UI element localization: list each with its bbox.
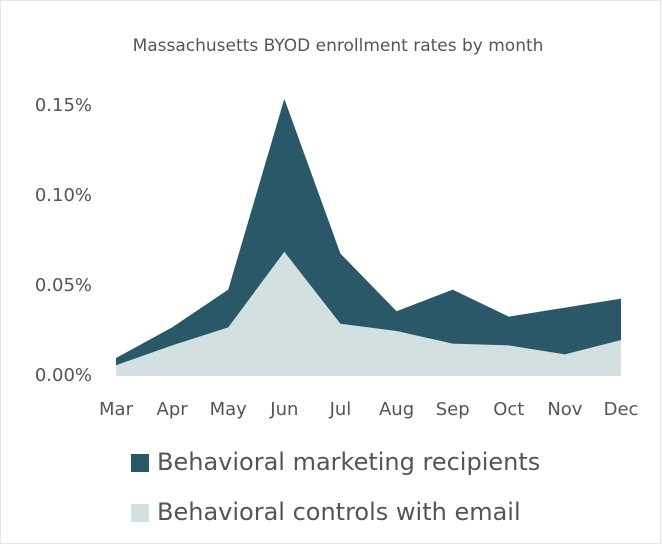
area	[116, 251, 621, 376]
x-tick-label: Apr	[157, 399, 189, 420]
x-tick-label: Dec	[604, 399, 639, 420]
y-tick-label: 0.10%	[35, 185, 92, 206]
legend-swatch	[131, 504, 149, 522]
x-tick-label: Mar	[99, 399, 134, 420]
x-tick-label: Aug	[379, 399, 414, 420]
y-tick-label: 0.05%	[35, 275, 92, 296]
x-tick-label: Jun	[269, 399, 298, 420]
x-tick-label: Jul	[329, 399, 352, 420]
chart-title: Massachusetts BYOD enrollment rates by m…	[133, 36, 544, 56]
legend-label: Behavioral marketing recipients	[157, 448, 540, 476]
x-tick-label: Nov	[547, 399, 582, 420]
area	[116, 98, 621, 377]
x-tick-label: May	[210, 399, 248, 420]
legend-label: Behavioral controls with email	[157, 498, 521, 526]
y-tick-label: 0.15%	[35, 95, 92, 116]
x-tick-label: Oct	[493, 399, 524, 420]
legend-swatch	[131, 454, 149, 472]
x-tick-label: Sep	[436, 399, 470, 420]
y-tick-label: 0.00%	[35, 365, 92, 386]
